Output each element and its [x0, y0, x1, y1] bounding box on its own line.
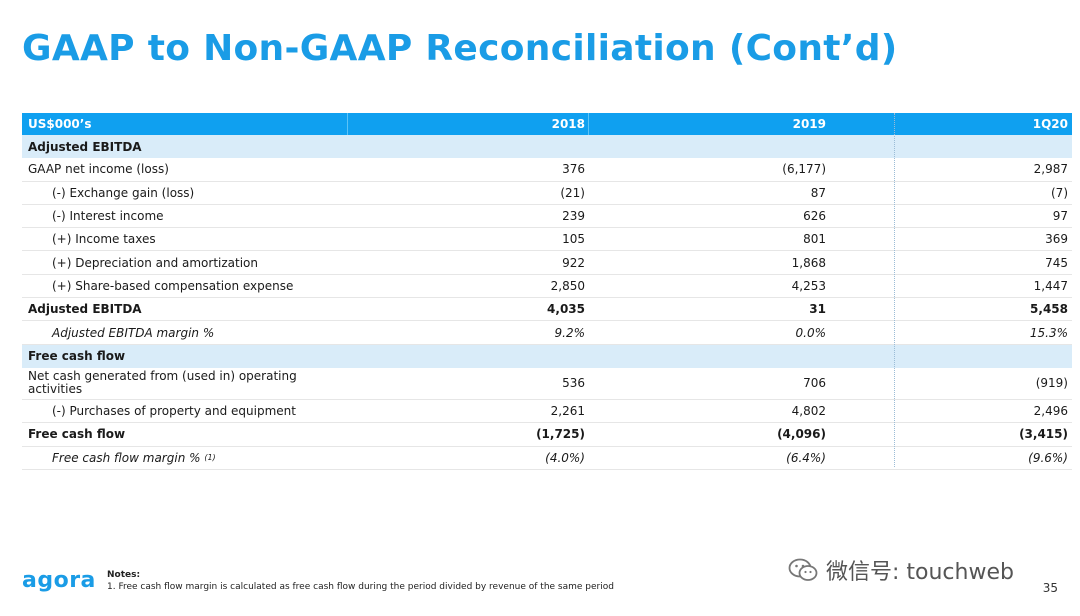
value-2019: (6.4%): [786, 450, 826, 465]
row-label: (+) Share-based compensation expense: [52, 278, 294, 293]
section-label: Free cash flow: [28, 349, 126, 364]
value-1q20: (9.6%): [1028, 450, 1068, 465]
value-2018: (21): [560, 185, 585, 200]
row-label: Free cash flow: [28, 427, 126, 442]
value-2019: 706: [803, 376, 826, 391]
row-label: (+) Depreciation and amortization: [52, 255, 258, 270]
company-logo: agora: [22, 568, 96, 593]
value-1q20: (919): [1035, 376, 1068, 391]
section-adjusted-ebitda: Adjusted EBITDA: [22, 135, 1072, 159]
value-1q20: 369: [1045, 232, 1068, 247]
value-2018: 536: [562, 376, 585, 391]
row-label: Free cash flow margin % (1): [52, 447, 352, 469]
footnote-ref: (1): [204, 453, 216, 463]
table-row: (-) Exchange gain (loss) (21) 87 (7): [22, 182, 1072, 205]
header-2019: 2019: [792, 117, 826, 131]
value-2018: 2,850: [550, 278, 585, 293]
section-free-cash-flow: Free cash flow: [22, 344, 1072, 368]
value-2019: 0.0%: [795, 325, 827, 340]
row-label: GAAP net income (loss): [28, 162, 169, 177]
notes: Notes: 1. Free cash flow margin is calcu…: [107, 569, 614, 593]
value-2018: (1,725): [536, 427, 585, 442]
table-row: (-) Purchases of property and equipment …: [22, 400, 1072, 424]
column-divider: [894, 113, 895, 467]
page-number: 35: [1042, 581, 1058, 595]
table-row: (+) Share-based compensation expense 2,8…: [22, 275, 1072, 299]
wechat-icon: [788, 558, 818, 581]
value-2018: 4,035: [547, 302, 585, 317]
table-row: (-) Interest income 239 626 97: [22, 205, 1072, 229]
notes-heading: Notes:: [107, 570, 141, 580]
value-2019: 4,253: [791, 278, 826, 293]
reconciliation-table: US$000’s 2018 2019 1Q20 Adjusted EBITDA …: [22, 113, 1072, 470]
watermark: 微信号: touchweb: [788, 554, 1014, 586]
value-2019: 1,868: [791, 255, 826, 270]
row-label: (-) Exchange gain (loss): [52, 185, 195, 200]
section-label: Adjusted EBITDA: [28, 139, 142, 154]
value-2018: 376: [562, 162, 585, 177]
value-2019: 87: [810, 185, 826, 200]
value-2019: 4,802: [791, 404, 826, 419]
value-2019: 31: [809, 302, 826, 317]
value-1q20: 1,447: [1033, 278, 1068, 293]
header-units: US$000’s: [28, 117, 92, 131]
value-2018: 105: [562, 232, 585, 247]
table-row: (+) Income taxes 105 801 369: [22, 228, 1072, 252]
header-2018: 2018: [551, 117, 585, 131]
table-row: (+) Depreciation and amortization 922 1,…: [22, 251, 1072, 275]
value-1q20: 745: [1045, 255, 1068, 270]
row-label: Net cash generated from (used in) operat…: [28, 369, 297, 397]
row-label: (-) Interest income: [52, 209, 164, 224]
table-row-margin: Free cash flow margin % (1) (4.0%) (6.4%…: [22, 447, 1072, 470]
value-2018: 9.2%: [554, 325, 586, 340]
value-1q20: 97: [1052, 209, 1068, 224]
row-label: Adjusted EBITDA margin %: [52, 325, 215, 340]
value-1q20: (7): [1051, 185, 1068, 200]
table-row-total: Adjusted EBITDA 4,035 31 5,458: [22, 298, 1072, 322]
table-row-margin: Adjusted EBITDA margin % 9.2% 0.0% 15.3%: [22, 321, 1072, 345]
header-1q20: 1Q20: [1032, 117, 1068, 131]
value-2018: 239: [562, 209, 585, 224]
value-1q20: 15.3%: [1029, 325, 1068, 340]
watermark-text: 微信号: touchweb: [826, 560, 1014, 585]
header-divider: [347, 113, 348, 135]
value-1q20: 5,458: [1030, 302, 1068, 317]
value-2019: (4,096): [777, 427, 826, 442]
row-label: Adjusted EBITDA: [28, 302, 142, 317]
value-2019: 801: [803, 232, 826, 247]
header-divider: [588, 113, 589, 135]
value-1q20: (3,415): [1019, 427, 1068, 442]
value-2019: (6,177): [782, 162, 826, 177]
value-2018: 922: [562, 255, 585, 270]
row-label: (+) Income taxes: [52, 232, 156, 247]
value-2018: 2,261: [550, 404, 585, 419]
value-2018: (4.0%): [545, 450, 585, 465]
row-label: (-) Purchases of property and equipment: [52, 404, 296, 419]
value-1q20: 2,987: [1033, 162, 1068, 177]
page-title: GAAP to Non-GAAP Reconciliation (Cont’d): [22, 28, 898, 69]
table-row: GAAP net income (loss) 376 (6,177) 2,987: [22, 158, 1072, 182]
value-1q20: 2,496: [1033, 404, 1068, 419]
value-2019: 626: [803, 209, 826, 224]
table-row: Net cash generated from (used in) operat…: [22, 368, 1072, 400]
table-header-row: US$000’s 2018 2019 1Q20: [22, 113, 1072, 135]
table-row-total: Free cash flow (1,725) (4,096) (3,415): [22, 423, 1072, 447]
note-item: 1. Free cash flow margin is calculated a…: [107, 582, 614, 592]
row-label-text: Free cash flow margin %: [52, 450, 201, 465]
